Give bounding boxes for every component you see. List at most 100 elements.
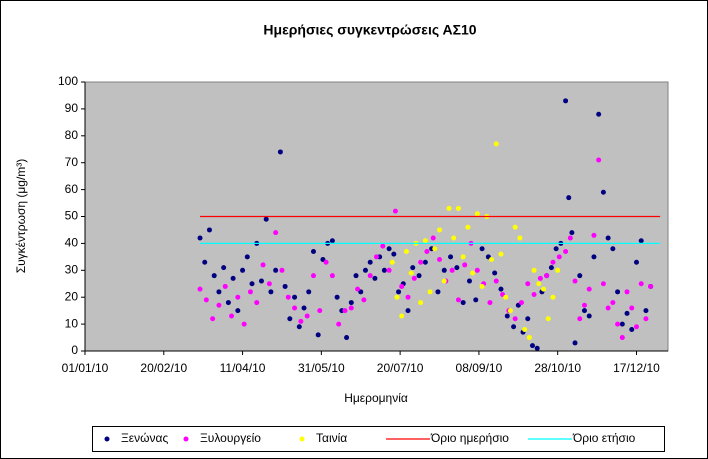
point: [260, 262, 266, 268]
point: [556, 254, 562, 260]
point: [507, 308, 513, 314]
point: [323, 259, 329, 265]
point: [254, 300, 260, 306]
point: [405, 294, 411, 300]
point: [418, 259, 424, 265]
point: [531, 292, 537, 298]
point: [367, 259, 373, 265]
point: [446, 205, 452, 211]
point: [216, 289, 222, 295]
point: [454, 265, 460, 271]
y-tick-label: 10: [65, 316, 79, 330]
point: [372, 275, 378, 281]
point: [202, 259, 208, 265]
point: [581, 302, 587, 308]
point: [455, 205, 461, 211]
point: [553, 246, 559, 252]
x-tick-label: 20/07/10: [377, 361, 424, 375]
point: [348, 300, 354, 306]
point: [479, 283, 485, 289]
point: [306, 289, 312, 295]
point: [489, 257, 495, 263]
point: [203, 297, 209, 303]
point: [563, 248, 569, 254]
point: [392, 208, 398, 214]
point: [512, 224, 518, 230]
point: [487, 300, 493, 306]
point: [498, 251, 504, 257]
point: [301, 305, 307, 311]
y-tick-label: 20: [65, 289, 79, 303]
point: [572, 278, 578, 284]
chart-title: Ημερήσιες συγκεντρώσεις ΑΣ10: [263, 22, 476, 38]
point: [277, 149, 283, 155]
point: [638, 281, 644, 287]
point: [225, 300, 231, 306]
point: [441, 278, 447, 284]
point: [399, 283, 405, 289]
point: [287, 316, 293, 322]
x-axis-label: Ημερομηνία: [344, 391, 408, 405]
point: [633, 259, 639, 265]
point: [273, 267, 279, 273]
point: [518, 300, 524, 306]
point: [591, 254, 597, 260]
point: [610, 246, 616, 252]
point: [522, 326, 528, 332]
point: [197, 286, 203, 292]
point: [408, 270, 414, 276]
point: [342, 308, 348, 314]
point: [462, 262, 468, 268]
y-tick-label: 40: [65, 236, 79, 250]
x-tick-label: 17/12/10: [613, 361, 660, 375]
point: [544, 273, 550, 279]
point: [216, 302, 222, 308]
point: [422, 259, 428, 265]
legend-label: Ταινία: [316, 431, 347, 445]
point: [268, 289, 274, 295]
y-tick-label: 100: [58, 74, 78, 88]
point: [258, 278, 264, 284]
point: [615, 321, 621, 327]
point: [610, 300, 616, 306]
point: [437, 227, 443, 233]
point: [197, 235, 203, 241]
point: [418, 300, 424, 306]
x-tick-label: 01/01/10: [62, 361, 109, 375]
point: [222, 283, 228, 289]
point: [304, 313, 310, 319]
point: [449, 267, 455, 273]
x-tick-label: 20/02/10: [140, 361, 187, 375]
point: [348, 305, 354, 311]
point: [534, 345, 540, 351]
point: [511, 324, 517, 330]
point: [455, 297, 461, 303]
point: [643, 308, 649, 314]
y-tick-label: 60: [65, 182, 79, 196]
x-tick-label: 11/04/10: [220, 361, 266, 375]
point: [211, 273, 217, 279]
legend-label: Όριο ετήσιο: [572, 431, 636, 445]
legend-marker: [299, 436, 305, 442]
point: [619, 321, 625, 327]
point: [437, 257, 443, 263]
point: [367, 273, 373, 279]
point: [624, 289, 630, 295]
point: [298, 318, 304, 324]
point: [470, 270, 476, 276]
point: [334, 294, 340, 300]
point: [492, 270, 498, 276]
point: [460, 254, 466, 260]
point: [247, 289, 253, 295]
point: [403, 248, 409, 254]
point: [210, 316, 216, 322]
point: [648, 283, 654, 289]
point: [279, 267, 285, 273]
point: [569, 230, 575, 236]
point: [389, 259, 395, 265]
point: [466, 278, 472, 284]
point: [536, 281, 542, 287]
point: [600, 189, 606, 195]
point: [296, 324, 302, 330]
point: [531, 267, 537, 273]
